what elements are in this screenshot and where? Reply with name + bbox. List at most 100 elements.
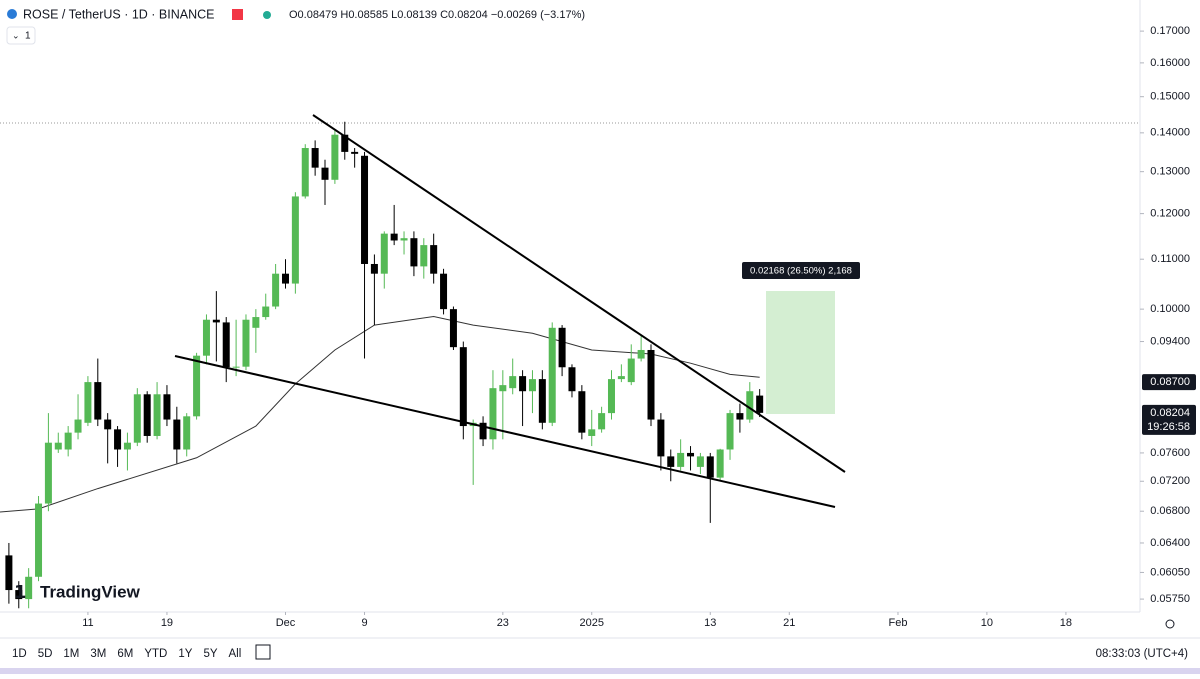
candle-body	[538, 379, 546, 423]
candle-body	[637, 349, 645, 359]
candle-body	[202, 319, 210, 356]
upper-trendline	[312, 114, 846, 473]
symbol-title: ROSE / TetherUS · 1D · BINANCE	[23, 7, 215, 21]
y-tick-label: 0.10000	[1150, 303, 1190, 315]
candle-body	[380, 233, 388, 274]
x-tick-label: 19	[161, 617, 173, 629]
y-tick-label: 0.12000	[1150, 208, 1190, 220]
candle-body	[54, 442, 62, 450]
candle-body	[222, 322, 230, 368]
lower-trendline	[174, 355, 836, 508]
candle-body	[361, 155, 369, 264]
measure-label-box	[742, 262, 860, 279]
y-tick-label: 0.07600	[1150, 447, 1190, 459]
range-button[interactable]: 6M	[117, 648, 133, 660]
candle-body	[341, 134, 349, 152]
candle-body	[430, 245, 438, 274]
range-button[interactable]: 1M	[63, 648, 79, 660]
x-tick-label: Feb	[888, 617, 907, 629]
candle-body	[331, 134, 339, 180]
candle-body	[667, 456, 675, 467]
candle-body	[311, 148, 319, 168]
x-tick-label: 10	[981, 617, 993, 629]
candle-body	[519, 376, 527, 392]
clock: 08:33:03 (UTC+4)	[1096, 648, 1189, 660]
range-button[interactable]: 3M	[90, 648, 106, 660]
y-tick-label: 0.14000	[1150, 127, 1190, 139]
candle-body	[232, 366, 240, 368]
candle-body	[5, 555, 13, 591]
y-tick-label: 0.15000	[1150, 91, 1190, 103]
range-button[interactable]: All	[229, 648, 242, 660]
range-button[interactable]: 1Y	[178, 648, 192, 660]
symbol-icon	[7, 9, 17, 19]
candle-body	[183, 416, 191, 450]
y-tick-label: 0.05750	[1150, 593, 1190, 605]
x-tick-label: 9	[361, 617, 367, 629]
candle-body	[687, 452, 695, 457]
candle-body	[262, 306, 270, 318]
interval-value[interactable]: 1	[25, 31, 31, 42]
candle-body	[25, 576, 33, 600]
measure-label: 0.02168 (26.50%) 2,168	[750, 266, 852, 277]
y-tick-label: 0.06400	[1150, 537, 1190, 549]
candle-body	[35, 503, 43, 577]
interval-button[interactable]	[6, 26, 36, 45]
candle-body	[440, 273, 448, 310]
candle-body	[351, 151, 359, 154]
candle-body	[193, 355, 201, 417]
candle-body	[509, 376, 517, 389]
ohlc-values[interactable]: O0.08479 H0.08585 L0.08139 C0.08204 −0.0…	[289, 9, 585, 21]
candle-body	[598, 413, 606, 430]
candle-body	[607, 379, 615, 414]
candle-body	[94, 382, 102, 420]
range-button[interactable]: 5D	[38, 648, 53, 660]
candle-body	[746, 391, 754, 420]
date-range-icon[interactable]	[255, 644, 271, 660]
settings-icon[interactable]	[1165, 619, 1175, 629]
candle-body	[696, 456, 704, 467]
candle-body	[489, 388, 497, 440]
candle-body	[548, 327, 556, 423]
x-tick-label: 11	[82, 617, 93, 629]
candle-body	[479, 422, 487, 440]
price-label: 0.08204	[1150, 407, 1190, 419]
measure-box	[766, 291, 835, 414]
x-tick-label: 13	[704, 617, 716, 629]
y-tick-label: 0.06050	[1150, 566, 1190, 578]
price-label: 0.08700	[1150, 376, 1190, 388]
y-tick-label: 0.11000	[1151, 253, 1190, 265]
logo: TradingView	[40, 582, 141, 601]
candle-body	[677, 452, 685, 467]
range-button[interactable]: 5Y	[203, 648, 217, 660]
x-tick-label: 23	[497, 617, 509, 629]
range-button[interactable]: YTD	[144, 648, 167, 660]
candle-body	[114, 429, 122, 450]
range-button[interactable]: 1D	[12, 648, 27, 660]
candle-body	[706, 456, 714, 478]
y-tick-label: 0.17000	[1150, 25, 1190, 37]
candle-body	[528, 379, 536, 392]
candle-body	[104, 419, 112, 430]
moving-average	[0, 316, 760, 513]
candle-body	[716, 449, 724, 478]
y-tick-label: 0.09400	[1150, 335, 1190, 347]
candle-body	[627, 358, 635, 383]
candle-body	[281, 273, 289, 284]
candle-body	[558, 327, 566, 368]
x-tick-label: 18	[1060, 617, 1072, 629]
interval-chevron: ⌄	[12, 30, 20, 40]
candle-body	[143, 394, 151, 436]
candle-body	[252, 317, 260, 328]
y-tick-label: 0.07200	[1150, 475, 1190, 487]
countdown: 19:26:58	[1147, 421, 1190, 433]
candle-body	[400, 238, 408, 241]
candle-body	[390, 233, 398, 241]
candle-body	[133, 394, 141, 443]
candle-body	[578, 391, 586, 433]
candle-body	[726, 413, 734, 450]
candle-body	[272, 273, 280, 307]
price-label-box	[1142, 404, 1196, 435]
